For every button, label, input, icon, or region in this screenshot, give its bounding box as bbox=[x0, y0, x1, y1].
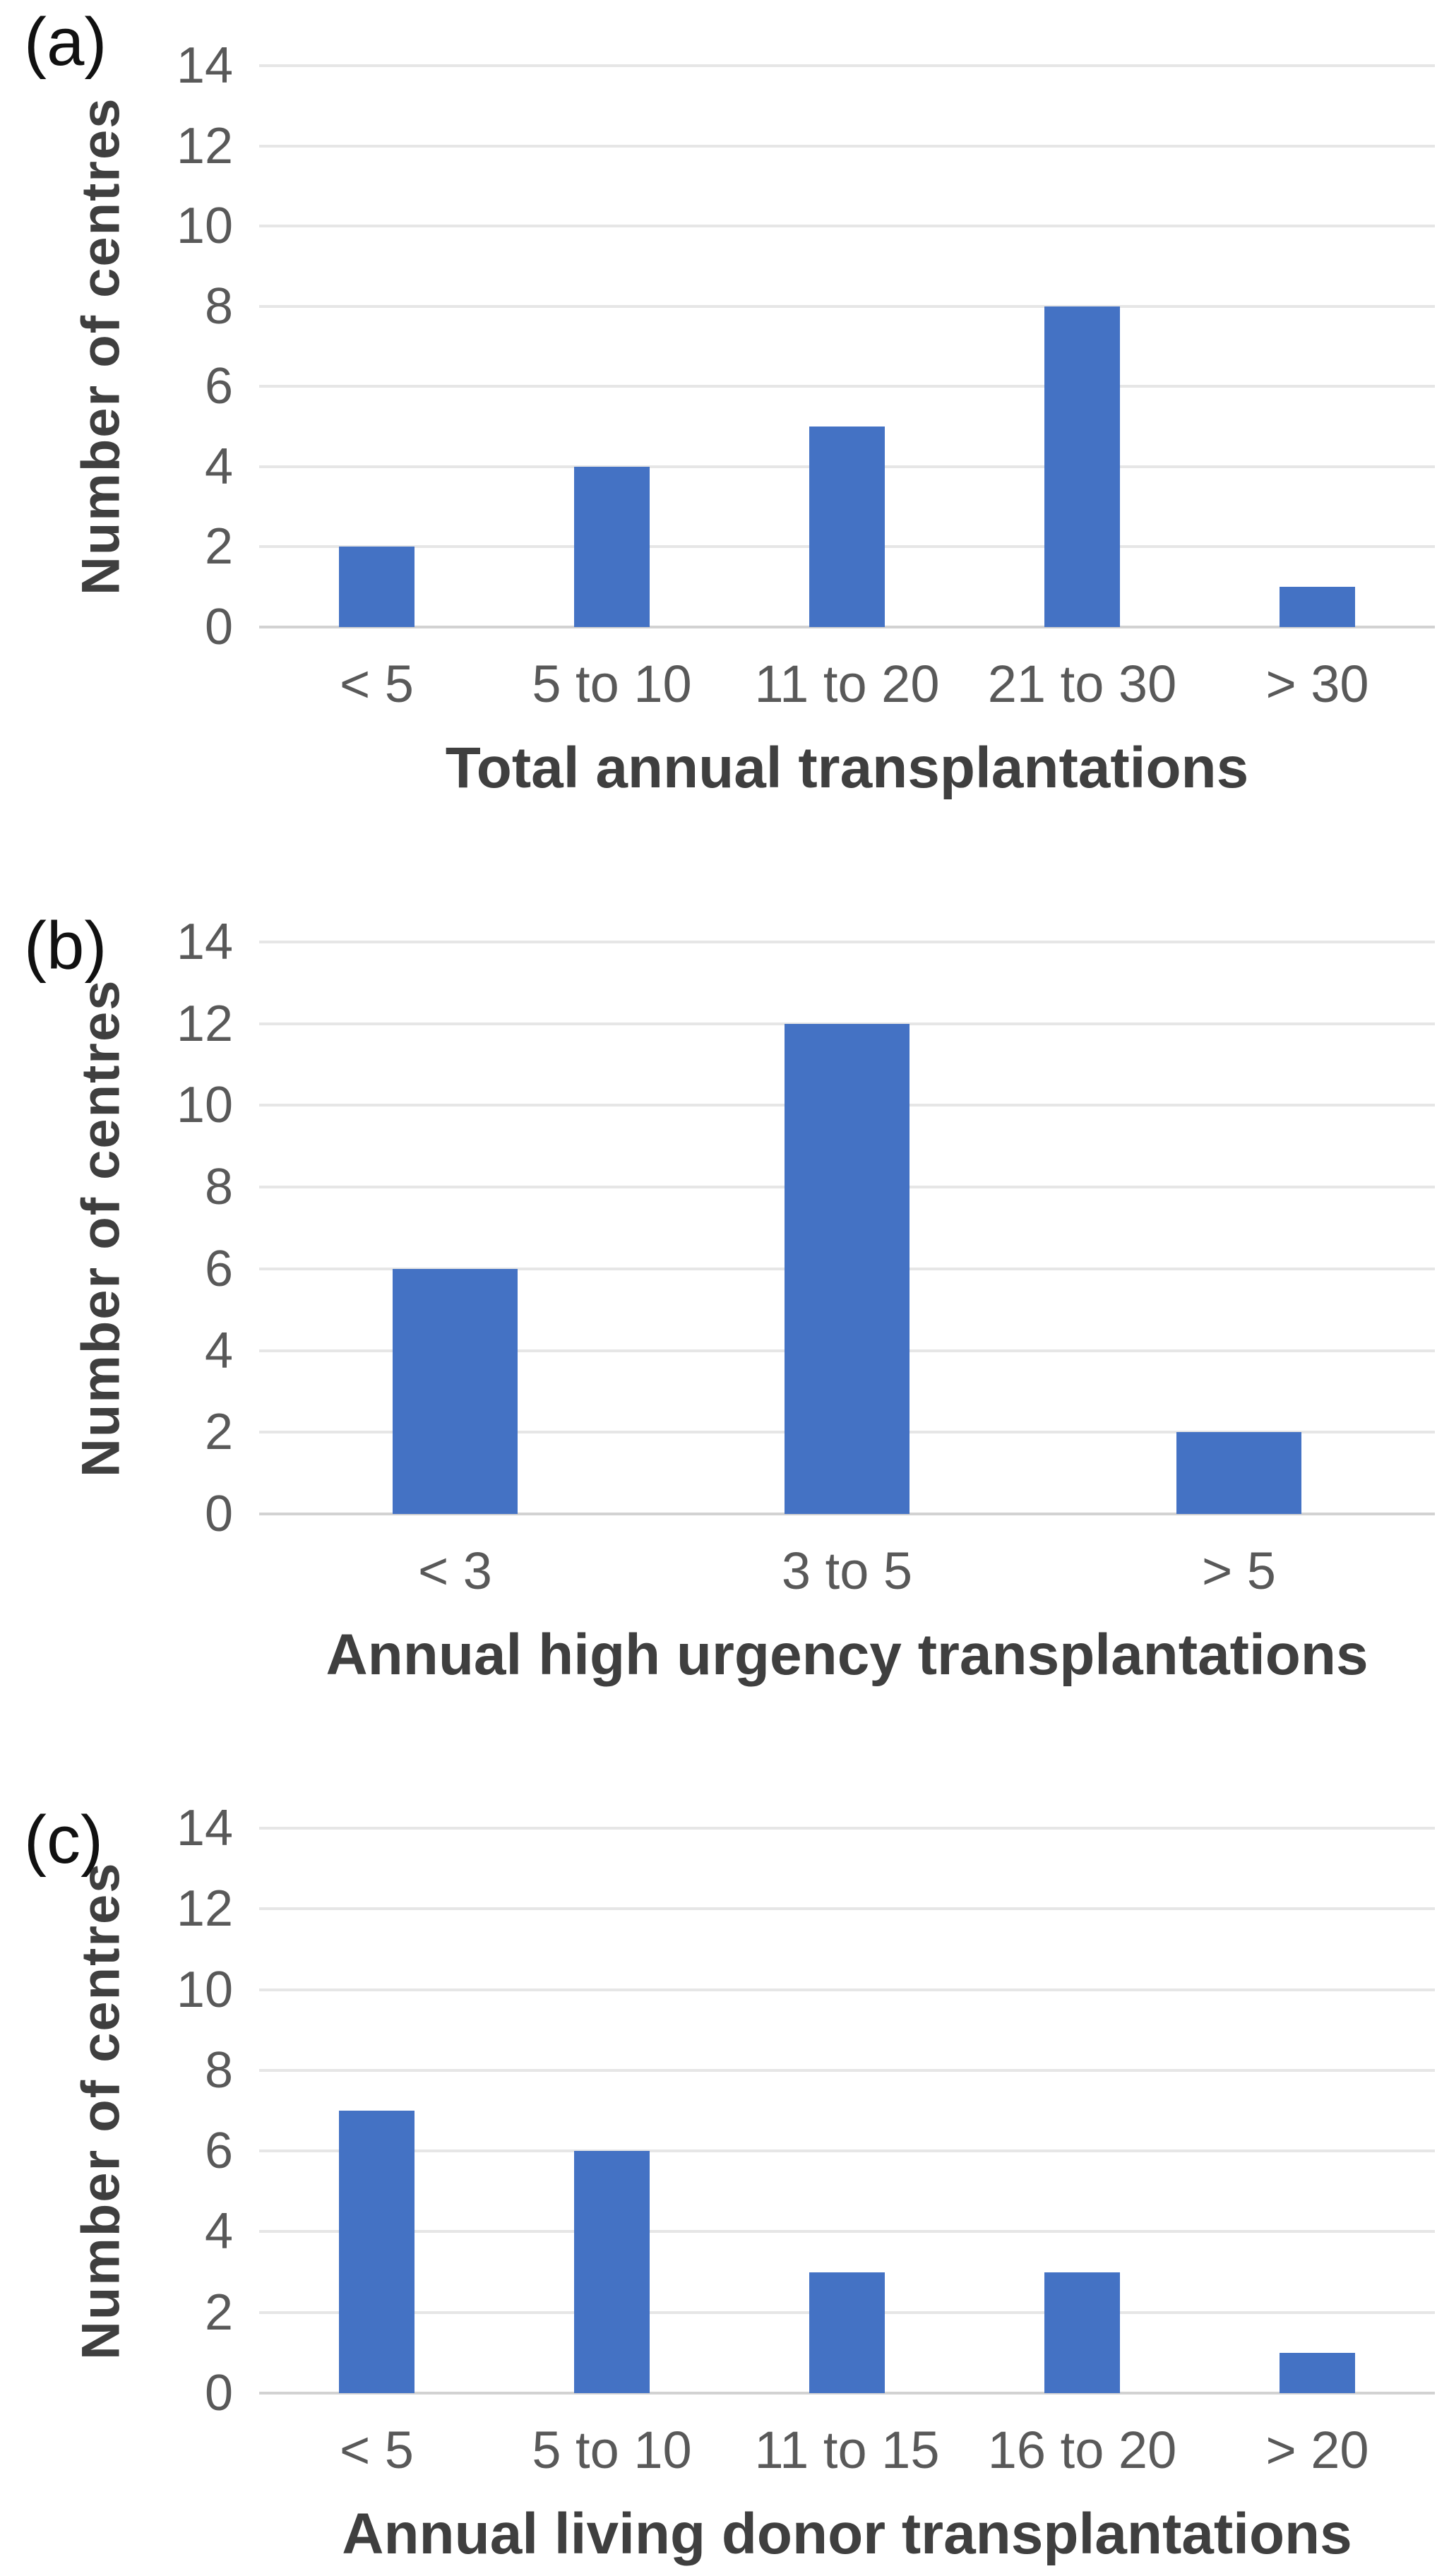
x-axis-title: Total annual transplantations bbox=[445, 736, 1249, 800]
x-axis-ticks: < 3 3 to 5 > 5 bbox=[259, 1535, 1435, 1602]
x-tick-label: > 20 bbox=[1265, 2421, 1369, 2479]
gridline bbox=[259, 225, 1435, 228]
y-tick-label: 14 bbox=[176, 914, 233, 970]
x-tick-label: 5 to 10 bbox=[532, 2421, 692, 2479]
y-tick-label: 4 bbox=[204, 1322, 233, 1379]
gridline bbox=[259, 2230, 1435, 2234]
bar-5 bbox=[1280, 587, 1355, 627]
gridline bbox=[259, 304, 1435, 308]
bar-2 bbox=[574, 466, 650, 627]
x-tick-label: 11 to 20 bbox=[754, 655, 940, 713]
x-tick-label: 16 to 20 bbox=[987, 2421, 1177, 2479]
y-tick-label: 10 bbox=[176, 1077, 233, 1134]
x-axis-line bbox=[259, 626, 1435, 628]
y-tick-label: 10 bbox=[176, 198, 233, 255]
y-tick-label: 6 bbox=[204, 2123, 233, 2180]
gridline bbox=[259, 2068, 1435, 2072]
y-tick-label: 4 bbox=[204, 2203, 233, 2260]
y-tick-label: 14 bbox=[176, 37, 233, 94]
x-axis-title: Annual high urgency transplantations bbox=[326, 1623, 1368, 1687]
x-tick-label: < 3 bbox=[418, 1542, 492, 1600]
y-tick-label: 8 bbox=[204, 278, 233, 335]
bar-4 bbox=[1044, 2272, 1120, 2393]
y-axis-ticks: 0 2 4 6 8 10 12 14 bbox=[0, 1803, 233, 2419]
bar-3 bbox=[809, 2272, 885, 2393]
bar-4 bbox=[1044, 306, 1120, 627]
gridline bbox=[259, 1988, 1435, 1991]
x-tick-label: 21 to 30 bbox=[987, 655, 1177, 713]
plot-area bbox=[259, 1827, 1435, 2395]
y-tick-label: 8 bbox=[204, 1159, 233, 1216]
bar-1 bbox=[339, 2111, 415, 2393]
bar-5 bbox=[1280, 2352, 1355, 2393]
y-axis-ticks: 0 2 4 6 8 10 12 14 bbox=[0, 40, 233, 652]
gridline bbox=[259, 941, 1435, 943]
x-tick-label: 5 to 10 bbox=[532, 655, 692, 713]
x-axis-ticks: < 5 5 to 10 11 to 15 16 to 20 > 20 bbox=[259, 2414, 1435, 2481]
panel-label-c: (c) bbox=[24, 1802, 103, 1878]
y-tick-label: 6 bbox=[204, 1240, 233, 1297]
y-tick-label: 12 bbox=[176, 117, 233, 174]
x-axis-ticks: < 5 5 to 10 11 to 20 21 to 30 > 30 bbox=[259, 648, 1435, 715]
gridline bbox=[259, 2149, 1435, 2153]
y-tick-label: 12 bbox=[176, 995, 233, 1052]
panel-label-a: (a) bbox=[24, 4, 107, 80]
y-tick-label: 6 bbox=[204, 358, 233, 415]
gridline bbox=[259, 144, 1435, 148]
y-tick-label: 0 bbox=[204, 2365, 233, 2421]
y-tick-label: 8 bbox=[204, 2041, 233, 2099]
plot-area bbox=[259, 941, 1435, 1515]
x-tick-label: 11 to 15 bbox=[754, 2421, 940, 2479]
plot-area bbox=[259, 64, 1435, 628]
gridline bbox=[259, 385, 1435, 388]
bar-3 bbox=[809, 427, 885, 627]
gridline bbox=[259, 1827, 1435, 1830]
x-axis-line bbox=[259, 2392, 1435, 2395]
panel-label-b: (b) bbox=[24, 908, 107, 984]
y-tick-label: 0 bbox=[204, 599, 233, 655]
bar-2 bbox=[574, 2151, 650, 2393]
bar-1 bbox=[392, 1268, 518, 1514]
y-tick-label: 10 bbox=[176, 1961, 233, 2018]
y-tick-label: 14 bbox=[176, 1800, 233, 1856]
gridline bbox=[259, 64, 1435, 67]
x-tick-label: > 30 bbox=[1265, 655, 1369, 713]
y-tick-label: 4 bbox=[204, 438, 233, 495]
x-tick-label: < 5 bbox=[340, 2421, 414, 2479]
x-axis-line bbox=[259, 1513, 1435, 1515]
bar-3 bbox=[1176, 1432, 1302, 1514]
y-tick-label: 0 bbox=[204, 1486, 233, 1542]
gridline bbox=[259, 1907, 1435, 1911]
y-tick-label: 2 bbox=[204, 518, 233, 576]
x-tick-label: > 5 bbox=[1202, 1542, 1276, 1600]
bar-1 bbox=[339, 547, 415, 627]
y-axis-ticks: 0 2 4 6 8 10 12 14 bbox=[0, 917, 233, 1539]
x-tick-label: < 5 bbox=[340, 655, 414, 713]
y-tick-label: 2 bbox=[204, 1404, 233, 1461]
y-tick-label: 12 bbox=[176, 1880, 233, 1938]
bar-2 bbox=[784, 1023, 910, 1514]
x-axis-title: Annual living donor transplantations bbox=[342, 2502, 1352, 2566]
x-tick-label: 3 to 5 bbox=[781, 1542, 913, 1600]
y-tick-label: 2 bbox=[204, 2284, 233, 2341]
